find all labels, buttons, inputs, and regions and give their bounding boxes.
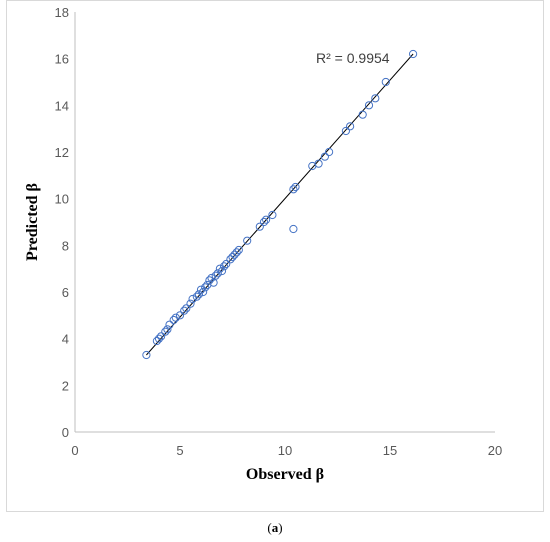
- data-point: [211, 271, 220, 280]
- figure-caption: (a): [0, 520, 550, 536]
- data-point: [215, 264, 224, 273]
- y-tick-label: 8: [62, 238, 69, 253]
- y-tick-label: 0: [62, 425, 69, 440]
- data-point: [243, 236, 252, 245]
- y-tick-label: 16: [55, 52, 69, 67]
- caption-open-paren: (: [267, 520, 272, 535]
- data-point: [142, 350, 151, 360]
- data-point: [262, 215, 271, 224]
- x-tick-labels: 0 5 10 15 20: [71, 443, 502, 458]
- data-point: [194, 290, 203, 299]
- data-point: [180, 306, 189, 315]
- y-tick-label: 2: [62, 378, 69, 393]
- data-point: [192, 292, 201, 301]
- data-point: [325, 147, 334, 157]
- data-point: [381, 77, 390, 87]
- scatter-chart: 0 5 10 15 20 0 2 4 6 8 10 12 14 16 18 R² = 0.9954 Obs…: [24, 5, 502, 483]
- y-axis-title: Predicted β: [24, 183, 41, 261]
- data-point: [409, 49, 418, 59]
- data-point: [175, 311, 185, 320]
- x-tick-label: 0: [71, 443, 78, 458]
- data-point: [188, 294, 197, 304]
- data-point: [199, 287, 208, 297]
- data-point: [182, 304, 191, 313]
- data-point: [364, 101, 374, 110]
- data-point: [163, 325, 172, 334]
- chart-frame: 0 5 10 15 20 0 2 4 6 8 10 12 14 16 18 R² = 0.9954 Obs…: [6, 0, 544, 512]
- y-tick-label: 14: [55, 98, 69, 113]
- y-tick-label: 6: [62, 285, 69, 300]
- x-tick-label: 15: [383, 443, 397, 458]
- data-point: [291, 182, 300, 192]
- y-tick-label: 10: [55, 192, 69, 207]
- data-point: [217, 266, 227, 276]
- data-point: [289, 185, 298, 194]
- data-point: [346, 122, 355, 131]
- data-point: [230, 250, 239, 259]
- data-point: [196, 285, 206, 294]
- x-tick-label: 20: [488, 443, 502, 458]
- data-point: [268, 210, 277, 220]
- data-point: [234, 245, 243, 255]
- r-squared-annotation: R² = 0.9954: [316, 50, 390, 66]
- y-tick-label: 4: [62, 332, 69, 347]
- data-point: [186, 299, 195, 308]
- data-points: [142, 49, 418, 360]
- data-point: [228, 252, 237, 262]
- trendline: [146, 53, 414, 356]
- x-tick-label: 5: [176, 443, 183, 458]
- data-point: [220, 262, 229, 271]
- data-point: [165, 320, 174, 329]
- data-point: [205, 276, 214, 285]
- data-point: [207, 273, 216, 283]
- data-point: [222, 259, 231, 269]
- data-point: [226, 255, 235, 264]
- data-point: [259, 217, 269, 227]
- data-point: [320, 152, 329, 161]
- data-point: [314, 159, 323, 168]
- data-point: [201, 283, 210, 292]
- caption-label: a: [271, 520, 279, 535]
- data-point: [213, 269, 222, 278]
- data-point: [154, 334, 164, 343]
- data-point: [171, 313, 180, 322]
- y-tick-labels: 0 2 4 6 8 10 12 14 16 18: [55, 5, 69, 440]
- data-point: [157, 332, 166, 341]
- y-tick-label: 18: [55, 5, 69, 20]
- data-point: [152, 336, 161, 346]
- data-point: [161, 327, 170, 336]
- x-axis-title: Observed β: [246, 466, 324, 483]
- data-point: [341, 126, 350, 136]
- caption-close-paren: ): [278, 520, 283, 535]
- data-point: [371, 94, 380, 103]
- data-point: [169, 315, 178, 325]
- y-tick-label: 12: [55, 145, 69, 160]
- data-point: [289, 224, 298, 234]
- x-tick-label: 10: [278, 443, 292, 458]
- data-point: [358, 110, 367, 119]
- data-point: [255, 222, 264, 231]
- data-point: [232, 248, 241, 257]
